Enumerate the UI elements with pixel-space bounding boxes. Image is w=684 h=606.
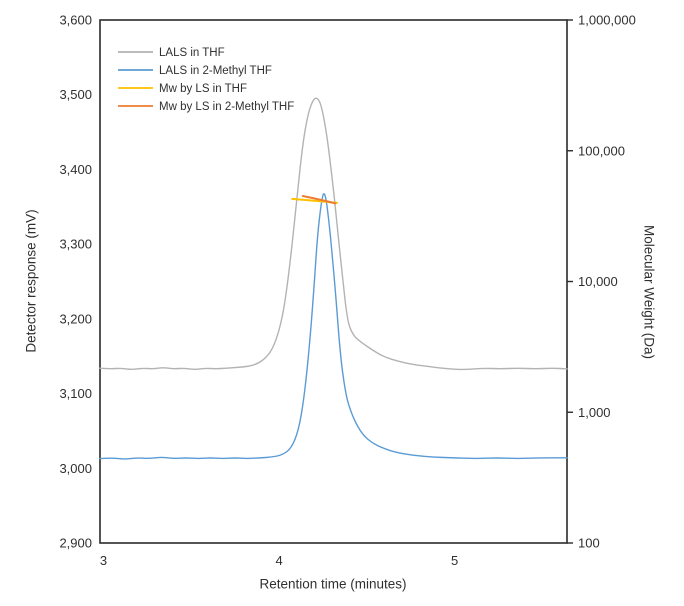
plot-border	[99, 19, 568, 544]
series-line-4	[301, 195, 337, 205]
y-right-tick-label: 1,000	[578, 405, 611, 420]
y-right-tick-label: 1,000,000	[578, 13, 636, 28]
y-right-tick-label: 100	[578, 536, 600, 551]
y-right-axis-title: Molecular Weight (Da)	[641, 224, 657, 360]
x-tick-label: 4	[275, 553, 282, 568]
y-left-tick-label: 2,900	[59, 536, 92, 551]
y-left-axis-title: Detector response (mV)	[23, 209, 39, 353]
legend-label: Mw by LS in 2-Methyl THF	[159, 101, 294, 113]
x-tick-label: 5	[451, 553, 458, 568]
y-left-tick-label: 3,500	[59, 87, 92, 102]
legend-label: Mw by LS in THF	[159, 83, 247, 95]
series-line-1	[99, 97, 568, 371]
y-left-tick-label: 3,400	[59, 162, 92, 177]
y-left-tick-label: 3,300	[59, 237, 92, 252]
y-left-tick-label: 3,600	[59, 13, 92, 28]
x-tick-label: 3	[100, 553, 107, 568]
y-right-tick-label: 10,000	[578, 274, 618, 289]
y-right-tick-label: 100,000	[578, 143, 625, 158]
y-left-tick-label: 3,100	[59, 386, 92, 401]
y-left-tick-label: 3,000	[59, 461, 92, 476]
x-axis-title: Retention time (minutes)	[259, 576, 407, 592]
legend-label: LALS in THF	[159, 47, 225, 59]
y-left-tick-label: 3,200	[59, 311, 92, 326]
legend-label: LALS in 2-Methyl THF	[159, 65, 272, 77]
series-line-2	[99, 193, 568, 460]
